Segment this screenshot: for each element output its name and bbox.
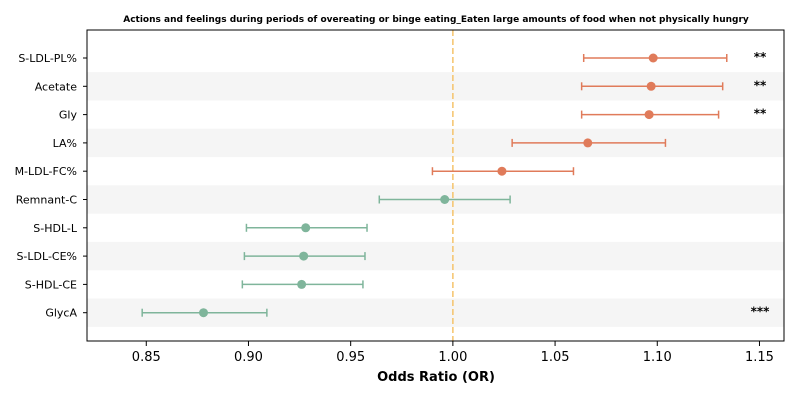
point-estimate: [646, 81, 656, 91]
point-estimate: [297, 279, 307, 289]
row-label: S-LDL-PL%: [18, 52, 77, 65]
point-estimate: [644, 110, 654, 120]
row-label: Remnant-C: [16, 194, 78, 207]
x-axis-label: Odds Ratio (OR): [377, 370, 495, 385]
x-axis: 0.85 0.90 0.95 1.00 1.05 1.10 1.15: [132, 341, 774, 365]
row-label: M-LDL-FC%: [15, 165, 77, 178]
x-tick-label: 1.00: [438, 350, 467, 365]
x-tick-label: 1.05: [541, 350, 570, 365]
row-label: S-HDL-CE: [25, 278, 77, 291]
significance-marker: ***: [751, 305, 771, 319]
point-estimate: [440, 195, 450, 204]
row-band: [87, 128, 784, 158]
row-band: [87, 241, 784, 271]
row-label: Acetate: [35, 80, 78, 93]
chart-marks: [141, 53, 728, 318]
point-estimate: [497, 166, 507, 176]
plot-frame: [86, 29, 785, 342]
x-tick-label: 1.15: [745, 350, 774, 365]
point-estimate: [648, 53, 658, 63]
row-label: Gly: [59, 109, 78, 122]
row-label: S-LDL-CE%: [16, 250, 77, 263]
point-estimate: [299, 251, 309, 261]
x-tick-label: 0.95: [336, 350, 365, 365]
x-tick-label: 0.90: [234, 350, 263, 365]
x-tick-label: 0.85: [132, 350, 161, 365]
significance-marker: **: [754, 78, 767, 92]
chart-title: Actions and feelings during periods of o…: [123, 15, 749, 25]
point-estimate: [583, 138, 593, 148]
point-estimate: [199, 308, 209, 318]
point-estimate: [301, 223, 311, 233]
x-tick-label: 1.10: [643, 350, 672, 365]
row-label: LA%: [53, 137, 77, 150]
row-label: S-HDL-L: [33, 222, 78, 235]
row-label: GlycA: [45, 307, 77, 320]
significance-marker: **: [754, 50, 767, 64]
significance-marker: **: [754, 107, 767, 121]
